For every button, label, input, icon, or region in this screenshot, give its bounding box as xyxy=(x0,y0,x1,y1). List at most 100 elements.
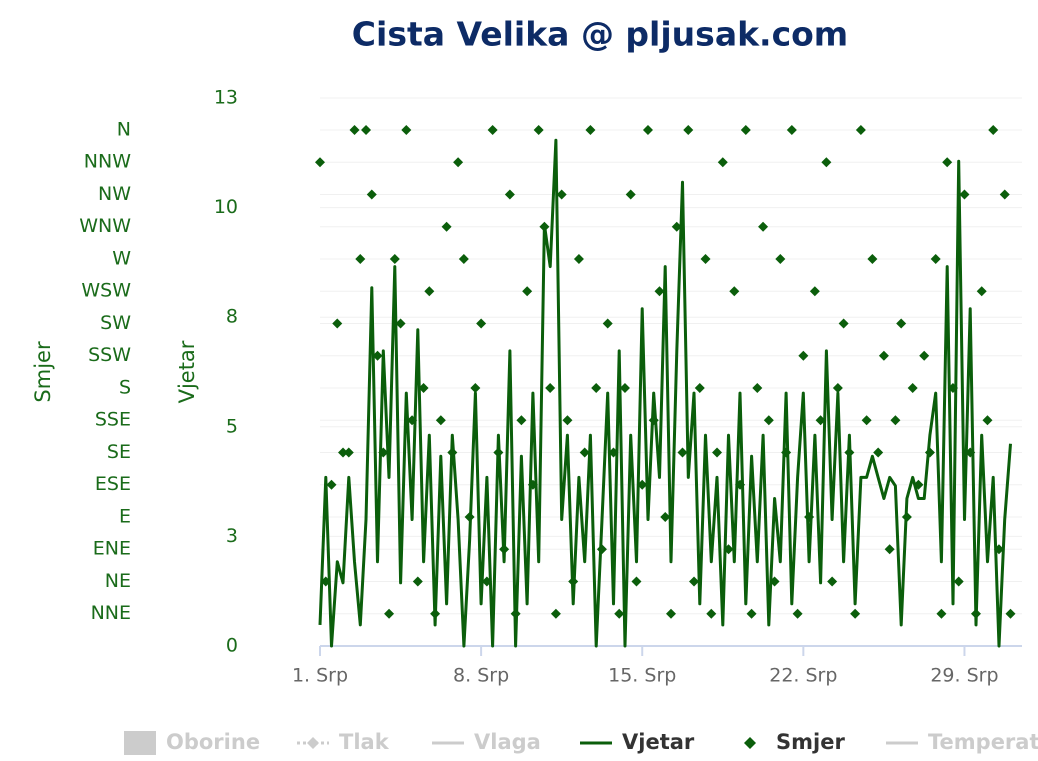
y-tick-label: 3 xyxy=(226,525,238,547)
direction-point xyxy=(441,221,452,232)
direction-point xyxy=(786,124,797,135)
y2-tick-label: SE xyxy=(107,441,131,463)
direction-point xyxy=(315,157,325,168)
direction-point xyxy=(407,415,418,426)
direction-point xyxy=(412,576,423,587)
y2-tick-label: N xyxy=(117,118,131,140)
y2-tick-label: SW xyxy=(100,312,131,334)
direction-point xyxy=(798,350,809,361)
x-tick-label: 1. Srp xyxy=(292,665,348,687)
direction-point xyxy=(844,447,855,458)
direction-point xyxy=(602,318,613,329)
direction-point xyxy=(545,382,556,393)
direction-point xyxy=(464,511,475,522)
legend-item[interactable]: Temperat xyxy=(886,730,1038,754)
x-tick-label: 8. Srp xyxy=(453,665,509,687)
direction-point xyxy=(677,447,688,458)
y2-tick-label: ESE xyxy=(95,473,131,495)
direction-point xyxy=(775,253,786,264)
x-tick-label: 15. Srp xyxy=(608,665,676,687)
legend-label: Vlaga xyxy=(474,730,541,754)
direction-point xyxy=(884,544,895,555)
direction-point xyxy=(349,124,360,135)
y-tick-label: 10 xyxy=(214,196,238,218)
direction-point xyxy=(522,286,533,297)
x-tick-label: 22. Srp xyxy=(769,665,837,687)
direction-point xyxy=(781,447,792,458)
y2-tick-label: NW xyxy=(98,183,131,205)
direction-point xyxy=(395,318,406,329)
direction-point xyxy=(550,608,561,619)
direction-point xyxy=(654,286,665,297)
direction-point xyxy=(384,608,395,619)
legend-label: Temperat xyxy=(928,730,1038,754)
direction-point xyxy=(752,382,763,393)
y2-tick-label: SSW xyxy=(88,344,131,366)
direction-point xyxy=(694,382,705,393)
direction-point xyxy=(504,189,515,200)
y2-tick-label: W xyxy=(112,247,131,269)
direction-point xyxy=(453,157,464,168)
direction-point xyxy=(959,189,970,200)
direction-point xyxy=(930,253,941,264)
direction-point xyxy=(556,189,567,200)
direction-point xyxy=(723,544,734,555)
direction-point xyxy=(424,286,435,297)
y2-tick-label: WSW xyxy=(81,280,131,302)
direction-point xyxy=(608,447,619,458)
y-tick-label: 5 xyxy=(226,415,238,437)
direction-point xyxy=(988,124,999,135)
y2-tick-label: S xyxy=(119,376,131,398)
legend-symbol xyxy=(307,737,319,749)
legend-item[interactable]: Tlak xyxy=(297,730,390,754)
direction-point xyxy=(873,447,884,458)
y2-tick-label: WNW xyxy=(79,215,131,237)
legend-label: Smjer xyxy=(776,730,845,754)
direction-point xyxy=(372,350,383,361)
direction-point xyxy=(993,544,1004,555)
direction-point xyxy=(947,382,958,393)
direction-point xyxy=(970,608,981,619)
direction-point xyxy=(965,447,976,458)
direction-point xyxy=(769,576,780,587)
direction-point xyxy=(700,253,711,264)
direction-point xyxy=(568,576,579,587)
direction-point xyxy=(539,221,550,232)
direction-point xyxy=(533,124,544,135)
y2-tick-label: SSE xyxy=(95,409,131,431)
legend-item[interactable]: Vlaga xyxy=(432,730,541,754)
direction-point xyxy=(573,253,584,264)
legend-item[interactable]: Vjetar xyxy=(580,730,695,754)
direction-point xyxy=(493,447,504,458)
direction-point xyxy=(758,221,769,232)
legend-item[interactable]: Oborine xyxy=(124,730,260,755)
direction-point xyxy=(326,479,337,490)
direction-point xyxy=(712,447,723,458)
direction-point xyxy=(867,253,878,264)
direction-point xyxy=(896,318,907,329)
direction-point xyxy=(838,318,849,329)
legend-symbol xyxy=(744,737,756,749)
direction-point xyxy=(596,544,607,555)
y-tick-label: 8 xyxy=(226,306,238,328)
legend-item[interactable]: Smjer xyxy=(744,730,845,754)
direction-point xyxy=(982,415,993,426)
direction-point xyxy=(1005,608,1016,619)
direction-point xyxy=(401,124,412,135)
direction-point xyxy=(878,350,889,361)
direction-point xyxy=(637,479,648,490)
direction-point xyxy=(763,415,774,426)
direction-point xyxy=(481,576,492,587)
direction-point xyxy=(366,189,377,200)
direction-point xyxy=(706,608,717,619)
direction-point xyxy=(619,382,630,393)
direction-point xyxy=(913,479,924,490)
direction-point xyxy=(458,253,469,264)
direction-point xyxy=(740,124,751,135)
direction-point xyxy=(642,124,653,135)
direction-point xyxy=(861,415,872,426)
direction-point xyxy=(919,350,930,361)
direction-point xyxy=(804,511,815,522)
direction-point xyxy=(717,157,728,168)
direction-point xyxy=(389,253,400,264)
